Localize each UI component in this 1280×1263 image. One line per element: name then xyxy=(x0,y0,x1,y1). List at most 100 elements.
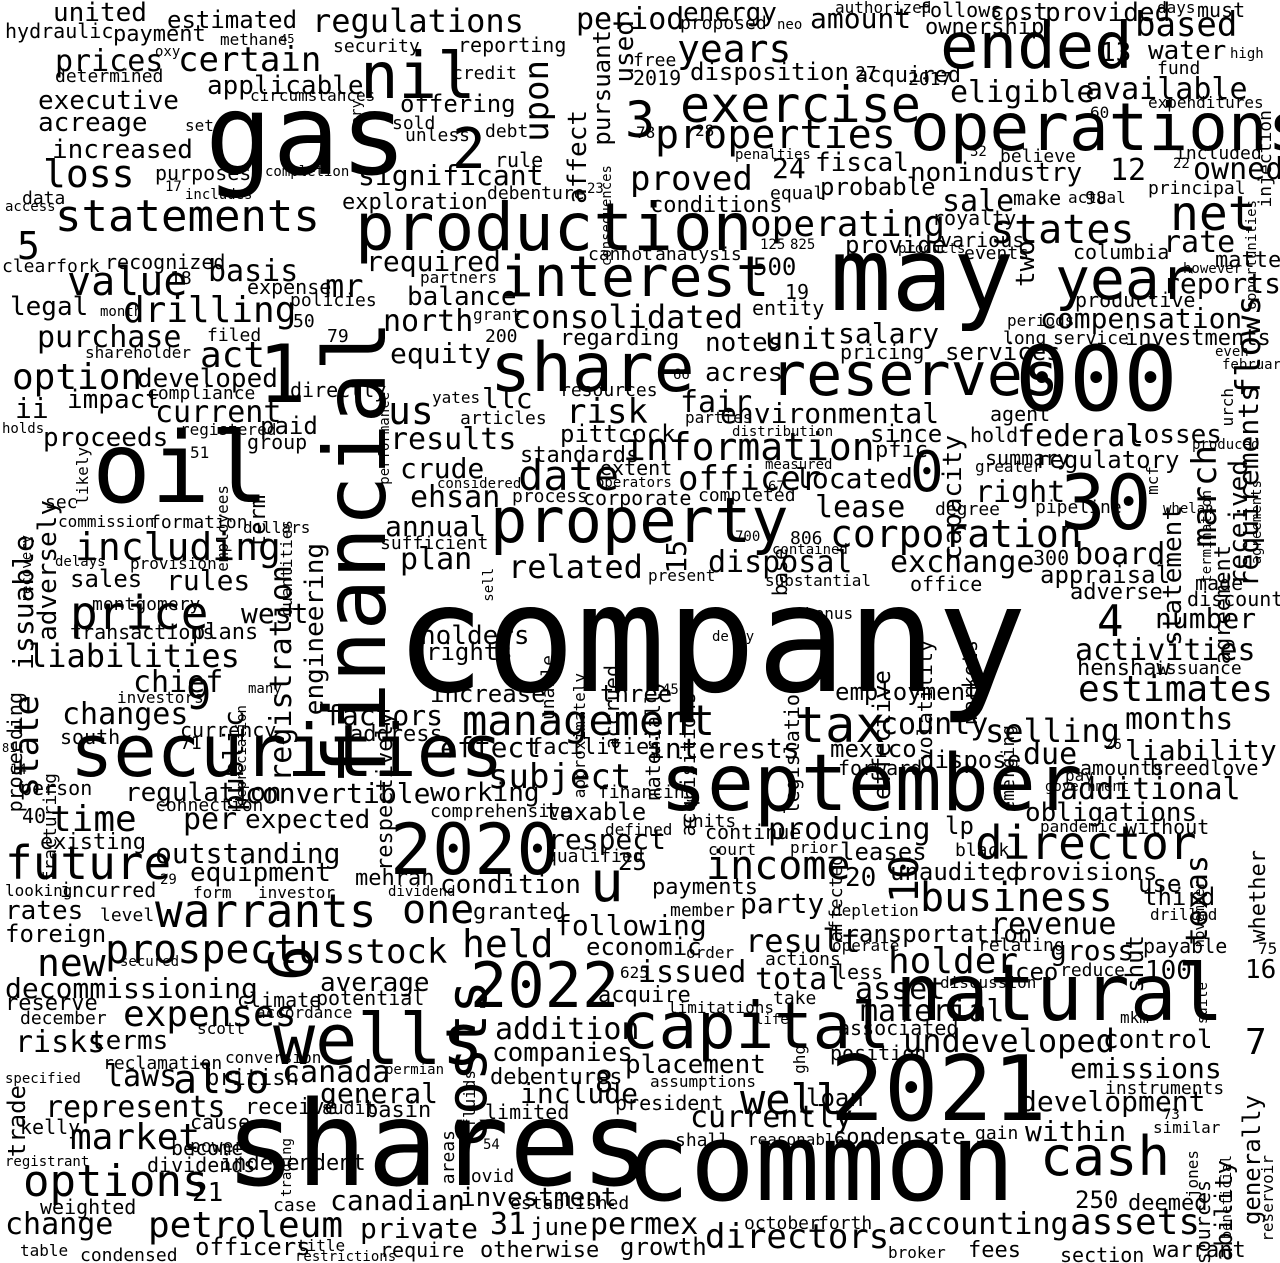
cloud-word: company xyxy=(395,553,1028,727)
cloud-word: become xyxy=(171,1136,244,1160)
cloud-word: lp xyxy=(945,812,974,840)
cloud-word: determined xyxy=(55,66,164,87)
cloud-word: less xyxy=(835,960,884,984)
cloud-word: currently xyxy=(690,1100,853,1135)
cloud-word: kelly xyxy=(20,1115,81,1139)
cloud-word: unit xyxy=(765,322,838,357)
cloud-word: future xyxy=(5,836,172,890)
cloud-word: sufficient xyxy=(380,533,489,554)
cloud-word: debenture xyxy=(487,183,585,204)
cloud-word: current xyxy=(155,395,282,430)
cloud-word: productive xyxy=(1075,288,1196,312)
cloud-word: provision xyxy=(130,554,217,573)
cloud-word: sold xyxy=(392,113,436,134)
cloud-word: reports xyxy=(1163,267,1280,300)
cloud-word: mkm xyxy=(1120,1008,1149,1027)
cloud-word: 2 xyxy=(452,117,486,182)
cloud-word: reserve xyxy=(5,991,98,1016)
cloud-word: represents xyxy=(45,1090,226,1125)
cloud-word: increase xyxy=(430,680,546,708)
cloud-word: 32 xyxy=(970,144,987,160)
cloud-word: dollars xyxy=(243,518,311,537)
cloud-word: addition xyxy=(495,1012,640,1047)
cloud-word: acquire xyxy=(598,983,691,1008)
cloud-word: investor xyxy=(258,883,336,902)
cloud-word: price xyxy=(70,586,209,640)
cloud-word: partners xyxy=(420,268,498,287)
cloud-word: even xyxy=(1215,344,1249,360)
cloud-word: title xyxy=(297,1236,346,1255)
cloud-word: producing xyxy=(768,812,931,847)
cloud-word: neo xyxy=(777,17,803,33)
cloud-word: 21 xyxy=(192,1178,224,1208)
cloud-word: located xyxy=(795,462,914,495)
cloud-word: september xyxy=(660,739,1083,829)
cloud-word: board xyxy=(1075,537,1166,572)
cloud-word: approximately xyxy=(570,673,589,799)
cloud-word: established xyxy=(510,1193,630,1214)
cloud-word: directly xyxy=(290,378,387,402)
cloud-word: court xyxy=(708,840,757,859)
cloud-word: tax xyxy=(795,696,886,754)
cloud-word: option xyxy=(12,357,143,398)
cloud-word: 4 xyxy=(1097,596,1124,647)
cloud-word: data xyxy=(22,188,66,209)
cloud-word: group xyxy=(247,430,308,454)
cloud-word: regarding xyxy=(560,326,680,351)
cloud-word: exercise xyxy=(680,76,921,134)
cloud-word: access xyxy=(5,199,56,215)
cloud-word: government xyxy=(1045,779,1130,795)
cloud-word: legal xyxy=(10,292,89,322)
cloud-word: one xyxy=(402,887,475,933)
cloud-word: accrued xyxy=(600,665,624,750)
cloud-word: 6 xyxy=(257,945,327,982)
cloud-word: certain xyxy=(178,40,322,80)
cloud-word: compensation xyxy=(1040,302,1243,335)
cloud-word: discussion xyxy=(940,973,1037,992)
cloud-word: currency xyxy=(180,718,277,742)
cloud-word: penalties xyxy=(735,147,811,163)
cloud-word: energy xyxy=(683,0,777,28)
cloud-word: mexico xyxy=(830,735,917,763)
cloud-word: address xyxy=(350,722,443,747)
cloud-word: years xyxy=(677,27,792,71)
cloud-word: factors xyxy=(325,699,444,732)
cloud-word: 9 xyxy=(186,670,212,719)
cloud-word: unless xyxy=(405,125,471,146)
cloud-word: hydraulic xyxy=(5,19,114,43)
cloud-word: 125 xyxy=(760,237,786,253)
cloud-word: appraisal xyxy=(1040,561,1171,589)
cloud-word: 2017 xyxy=(908,69,952,90)
cloud-word: development xyxy=(1020,1085,1206,1118)
cloud-word: oxy xyxy=(155,44,181,60)
cloud-word: credit xyxy=(452,63,518,84)
cloud-word: plans xyxy=(192,620,259,645)
cloud-word: mary xyxy=(349,100,365,134)
cloud-word: reclamation xyxy=(103,1053,223,1074)
cloud-word: natural xyxy=(895,949,1224,1039)
cloud-word: transactions xyxy=(70,620,215,644)
cloud-word: market xyxy=(70,1117,201,1158)
cloud-word: relating xyxy=(978,935,1065,956)
cloud-word: existing xyxy=(40,830,146,855)
cloud-word: assets xyxy=(1070,1202,1201,1243)
cloud-word: water xyxy=(1148,36,1227,66)
cloud-word: north xyxy=(383,304,474,339)
cloud-word: ownership xyxy=(925,15,1045,40)
cloud-word: changes xyxy=(62,697,189,732)
cloud-word: estimates xyxy=(1078,669,1274,710)
cloud-word: proceeds xyxy=(43,423,169,453)
cloud-word: available xyxy=(1085,72,1248,107)
cloud-word: holders xyxy=(420,621,530,651)
cloud-word: units xyxy=(682,811,737,832)
cloud-word: recognized xyxy=(105,250,226,274)
cloud-word: november xyxy=(1192,880,1208,948)
cloud-word: following xyxy=(555,909,707,942)
cloud-word: expected xyxy=(245,805,371,835)
cloud-word: working xyxy=(430,778,540,808)
cloud-word: dividend xyxy=(388,884,456,900)
cloud-word: 13 xyxy=(1100,38,1132,68)
cloud-word: pricing xyxy=(840,340,925,364)
cloud-word: well xyxy=(740,1075,842,1124)
cloud-word: 17 xyxy=(165,179,182,195)
